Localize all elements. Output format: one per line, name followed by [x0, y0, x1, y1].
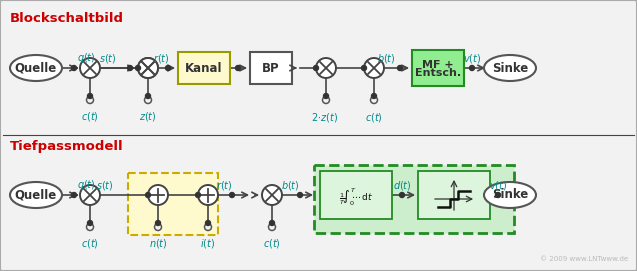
Circle shape [364, 58, 384, 78]
Circle shape [166, 66, 171, 70]
Text: Kanal: Kanal [185, 62, 223, 75]
Circle shape [87, 93, 92, 98]
Circle shape [198, 185, 218, 205]
Circle shape [87, 221, 92, 225]
Circle shape [87, 224, 94, 231]
Circle shape [80, 58, 100, 78]
Bar [412, 50, 464, 86]
Circle shape [196, 192, 201, 198]
Circle shape [397, 66, 403, 70]
Circle shape [496, 192, 501, 198]
Bar [178, 52, 230, 84]
Ellipse shape [484, 182, 536, 208]
Text: $z(t)$: $z(t)$ [139, 110, 157, 123]
Circle shape [313, 66, 318, 70]
Circle shape [371, 96, 378, 104]
Circle shape [155, 221, 161, 225]
Circle shape [138, 58, 158, 78]
Text: Blockschaltbild: Blockschaltbild [10, 12, 124, 25]
Text: Sinke: Sinke [492, 62, 528, 75]
Text: $\frac{1}{T}\!\int_{0}^{T}\!\!\cdots\,\mathrm{d}t$: $\frac{1}{T}\!\int_{0}^{T}\!\!\cdots\,\m… [339, 186, 373, 208]
Ellipse shape [10, 55, 62, 81]
Text: $c(t)$: $c(t)$ [365, 111, 383, 124]
Circle shape [148, 185, 168, 205]
Text: MF +: MF + [422, 60, 454, 69]
Text: $b(t)$: $b(t)$ [281, 179, 299, 192]
Text: $v(t)$: $v(t)$ [463, 52, 481, 65]
Circle shape [71, 66, 76, 70]
Circle shape [204, 224, 211, 231]
Text: $v(t)$: $v(t)$ [489, 179, 507, 192]
Circle shape [138, 58, 158, 78]
FancyBboxPatch shape [128, 173, 218, 235]
FancyBboxPatch shape [314, 165, 514, 233]
Circle shape [262, 185, 282, 205]
Text: $c(t)$: $c(t)$ [81, 110, 99, 123]
Circle shape [399, 192, 404, 198]
Text: BP: BP [262, 62, 280, 75]
Circle shape [136, 66, 141, 70]
Circle shape [71, 192, 76, 198]
Circle shape [297, 192, 303, 198]
Circle shape [145, 96, 152, 104]
Text: Sinke: Sinke [492, 189, 528, 202]
Text: $s(t)$: $s(t)$ [99, 52, 117, 65]
Text: Quelle: Quelle [15, 62, 57, 75]
Circle shape [206, 221, 210, 225]
Circle shape [469, 66, 475, 70]
Text: $q(t)$: $q(t)$ [76, 178, 96, 192]
Text: Tiefpassmodell: Tiefpassmodell [10, 140, 124, 153]
Text: $r(t)$: $r(t)$ [216, 179, 233, 192]
Text: Quelle: Quelle [15, 189, 57, 202]
Bar [418, 171, 490, 219]
Circle shape [145, 93, 150, 98]
Text: $2{\cdot}z(t)$: $2{\cdot}z(t)$ [310, 111, 338, 124]
Text: $r(t)$: $r(t)$ [154, 52, 170, 65]
Text: $c(t)$: $c(t)$ [263, 237, 281, 250]
Ellipse shape [10, 182, 62, 208]
Text: $c(t)$: $c(t)$ [81, 237, 99, 250]
Text: $b(t)$: $b(t)$ [376, 52, 396, 65]
Circle shape [316, 58, 336, 78]
Circle shape [87, 96, 94, 104]
Circle shape [371, 93, 376, 98]
Text: $n(t)$: $n(t)$ [148, 237, 168, 250]
Bar [250, 52, 292, 84]
Text: $i(t)$: $i(t)$ [201, 237, 216, 250]
Ellipse shape [484, 55, 536, 81]
Bar [320, 171, 392, 219]
Circle shape [324, 93, 329, 98]
Text: $q(t)$: $q(t)$ [76, 51, 96, 65]
Circle shape [269, 221, 275, 225]
Circle shape [155, 224, 162, 231]
Text: $d(t)$: $d(t)$ [392, 179, 412, 192]
Circle shape [80, 185, 100, 205]
Circle shape [269, 224, 275, 231]
Circle shape [229, 192, 234, 198]
Circle shape [145, 192, 150, 198]
Text: © 2009 www.LNTwww.de: © 2009 www.LNTwww.de [540, 256, 628, 262]
Circle shape [362, 66, 366, 70]
Circle shape [127, 66, 132, 70]
Circle shape [322, 96, 329, 104]
Circle shape [236, 66, 241, 70]
Text: Entsch.: Entsch. [415, 67, 461, 78]
Text: $s(t)$: $s(t)$ [96, 179, 114, 192]
